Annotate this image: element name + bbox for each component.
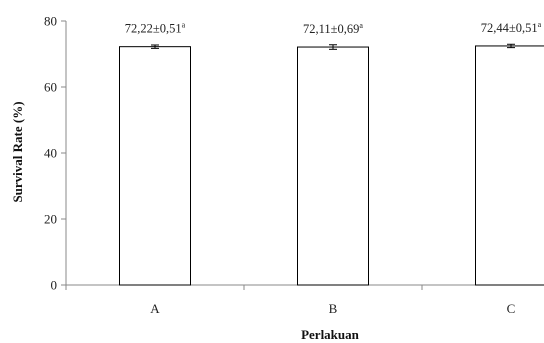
data-label-B: 72,11±0,69a	[303, 21, 363, 36]
y-tick-label: 60	[44, 80, 57, 95]
data-label-C: 72,44±0,51a	[481, 20, 542, 35]
x-tick-label-C: C	[507, 301, 516, 316]
y-tick-label: 0	[51, 278, 58, 293]
bar-C	[475, 45, 544, 286]
x-axis-title: Perlakuan	[301, 327, 360, 342]
x-tick-label-A: A	[150, 301, 160, 316]
x-tick-label-B: B	[329, 301, 338, 316]
y-tick-label: 20	[44, 212, 57, 227]
data-label-A: 72,22±0,51a	[125, 21, 186, 36]
bars: 72,22±0,51a 72,11±0,69a 72,44±0,51a	[119, 20, 544, 286]
y-axis-title: Survival Rate (%)	[10, 101, 25, 202]
bar-B	[297, 46, 369, 286]
x-axis: A B C	[65, 284, 544, 316]
y-tick-label: 80	[44, 14, 57, 29]
y-tick-label: 40	[44, 146, 57, 161]
y-axis: 0 20 40 60 80	[44, 14, 67, 293]
bar-A	[119, 46, 191, 286]
